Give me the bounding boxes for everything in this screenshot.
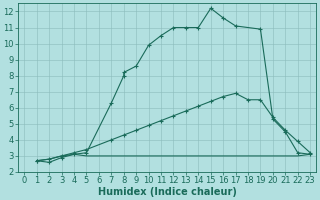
X-axis label: Humidex (Indice chaleur): Humidex (Indice chaleur) xyxy=(98,187,237,197)
